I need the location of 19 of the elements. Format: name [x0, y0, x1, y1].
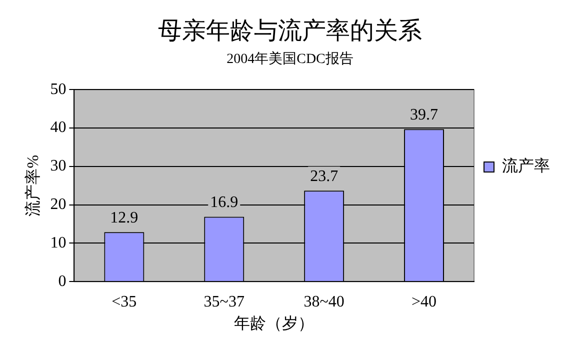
y-axis-title: 流产率% — [24, 154, 42, 216]
data-label: 39.7 — [410, 106, 438, 124]
x-tick-label: 35~37 — [204, 293, 244, 310]
data-label: 16.9 — [210, 194, 238, 211]
data-label: 12.9 — [110, 209, 138, 226]
legend-label: 流产率 — [502, 157, 550, 176]
y-tick-label: 0 — [58, 272, 66, 290]
chart-title: 母亲年龄与流产率的关系 — [158, 18, 422, 45]
y-tick-label: 40 — [50, 119, 66, 136]
x-tick-label: >40 — [412, 293, 437, 310]
y-tick-label: 20 — [50, 196, 66, 214]
y-tick-label: 10 — [50, 234, 66, 252]
x-tick-label: 38~40 — [304, 293, 344, 310]
y-tick-label: 30 — [50, 158, 66, 175]
x-tick-label: <35 — [112, 293, 137, 310]
y-tick-label: 50 — [50, 80, 66, 98]
x-axis-title: 年龄（岁） — [234, 314, 314, 333]
data-label: 23.7 — [310, 168, 338, 185]
chart-subtitle: 2004年美国CDC报告 — [226, 50, 354, 67]
